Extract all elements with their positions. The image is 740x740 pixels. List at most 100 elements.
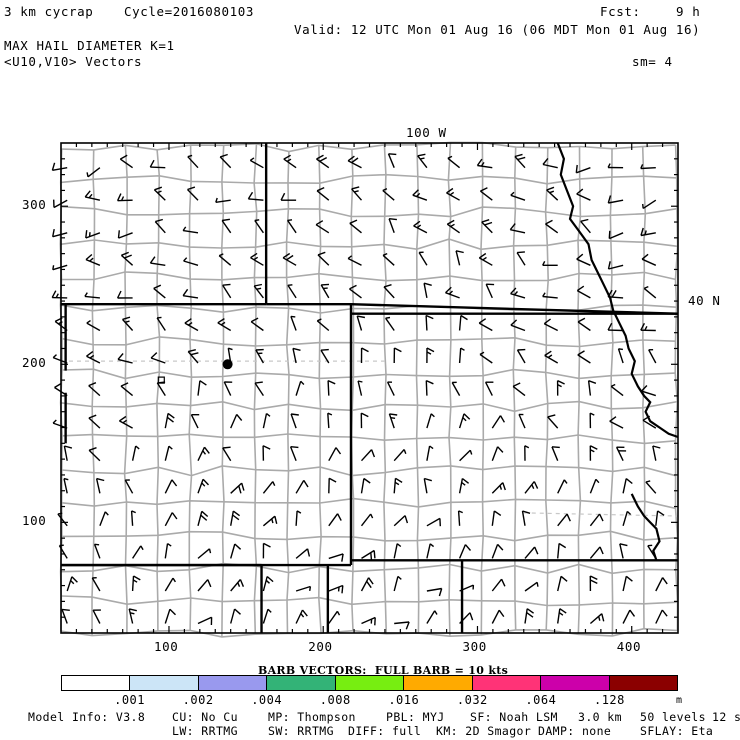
wind-barb xyxy=(557,479,568,494)
wind-barb xyxy=(262,481,276,494)
wind-barb xyxy=(51,290,68,299)
wind-barb xyxy=(457,510,463,526)
wind-barb xyxy=(253,283,264,299)
wind-barb xyxy=(557,513,571,527)
wind-barb xyxy=(218,253,232,266)
wind-barb xyxy=(93,543,101,559)
wind-barb xyxy=(287,219,297,234)
footer-pbl: PBL: MYJ xyxy=(386,710,445,724)
wind-barb xyxy=(425,379,434,396)
wind-barb xyxy=(547,414,559,429)
wind-barb xyxy=(446,187,460,201)
wind-barb xyxy=(393,515,409,527)
wind-barb xyxy=(447,155,461,169)
wind-barb xyxy=(230,413,243,429)
wind-barb xyxy=(328,584,344,594)
wind-barb xyxy=(446,219,461,234)
wind-barb xyxy=(426,587,443,597)
wind-barb xyxy=(575,164,591,174)
wind-barb xyxy=(645,480,657,494)
wind-barb xyxy=(295,585,312,592)
colorbar-swatch-6 xyxy=(472,676,542,690)
wind-barb xyxy=(287,284,297,299)
axis-frame xyxy=(60,142,679,634)
wind-barb xyxy=(458,347,465,364)
wind-barb xyxy=(648,349,657,364)
wind-barb xyxy=(607,322,624,332)
wind-barb xyxy=(184,318,199,332)
wind-barb xyxy=(327,412,333,429)
wind-barb xyxy=(557,575,568,592)
wind-barb xyxy=(360,477,371,494)
wind-barb xyxy=(117,353,133,364)
wind-barb xyxy=(262,575,274,592)
wind-barb xyxy=(491,543,504,559)
wind-barb xyxy=(328,447,342,462)
wind-barb xyxy=(589,546,604,559)
wind-barb xyxy=(230,510,241,526)
wind-barb xyxy=(615,446,627,462)
wind-barb xyxy=(524,481,539,494)
wind-barb xyxy=(132,545,144,559)
page-title: MAX HAIL DIAMETER K=1 xyxy=(4,38,175,53)
wind-barb xyxy=(182,226,199,234)
wind-barb xyxy=(217,318,232,332)
colorbar-swatch-2 xyxy=(198,676,268,690)
wind-barb xyxy=(99,511,109,527)
wind-barb xyxy=(518,413,526,429)
wind-barb xyxy=(516,251,526,266)
wind-barb xyxy=(458,477,470,494)
colorbar-tick-1: .002 xyxy=(182,693,214,707)
wind-barb xyxy=(290,315,297,331)
wind-barb xyxy=(327,379,336,396)
wind-barb xyxy=(262,542,271,559)
wind-barb xyxy=(425,314,434,331)
wind-barb xyxy=(328,513,342,527)
x-axis-tick-label-3: 400 xyxy=(616,639,642,654)
y-axis-tick-label-0: 300 xyxy=(22,197,47,213)
wind-barb xyxy=(510,191,526,201)
wind-barb xyxy=(580,218,591,234)
footer-timestep: 12 sec xyxy=(712,710,740,724)
wind-barb xyxy=(510,319,526,332)
wind-barb xyxy=(557,542,567,559)
wind-barb xyxy=(622,575,633,592)
wind-barb xyxy=(316,154,330,169)
wind-barb xyxy=(385,316,395,331)
map-longitude-label: 100 W xyxy=(406,125,447,140)
wind-barb xyxy=(361,616,376,626)
wind-barb xyxy=(458,314,468,331)
wind-barb xyxy=(320,283,330,299)
wind-barb xyxy=(52,264,68,271)
wind-barb xyxy=(63,477,69,494)
wind-barb xyxy=(360,449,376,462)
wind-barb xyxy=(328,610,341,624)
wind-barb xyxy=(295,480,309,494)
wind-barb xyxy=(426,543,435,559)
wind-barb xyxy=(386,381,395,396)
footer-lw: LW: RRTMG xyxy=(172,724,238,738)
wind-barb xyxy=(116,290,133,299)
wind-barb xyxy=(423,477,432,494)
wind-barb xyxy=(63,445,73,461)
colorbar-unit-label: m xyxy=(676,695,683,706)
wind-barb xyxy=(413,220,428,234)
county-boundaries xyxy=(59,141,679,638)
colorbar-title: BARB VECTORS: FULL BARB = 10 kts xyxy=(258,664,509,677)
wind-barb xyxy=(589,478,600,494)
footer-sw: SW: RRTMG xyxy=(268,724,334,738)
wind-barb xyxy=(187,186,199,201)
wind-barb xyxy=(607,163,624,169)
wind-barb xyxy=(484,381,494,396)
wind-barb xyxy=(289,446,299,461)
wind-barb xyxy=(91,577,101,592)
wind-barb xyxy=(230,608,241,624)
wind-barb xyxy=(317,251,330,266)
wind-barb xyxy=(608,230,624,240)
wind-barb xyxy=(458,544,472,559)
wind-barb xyxy=(551,446,560,461)
colorbar-swatches xyxy=(61,675,678,691)
wind-barb xyxy=(295,380,305,396)
footer-cu: CU: No Cu xyxy=(172,710,238,724)
